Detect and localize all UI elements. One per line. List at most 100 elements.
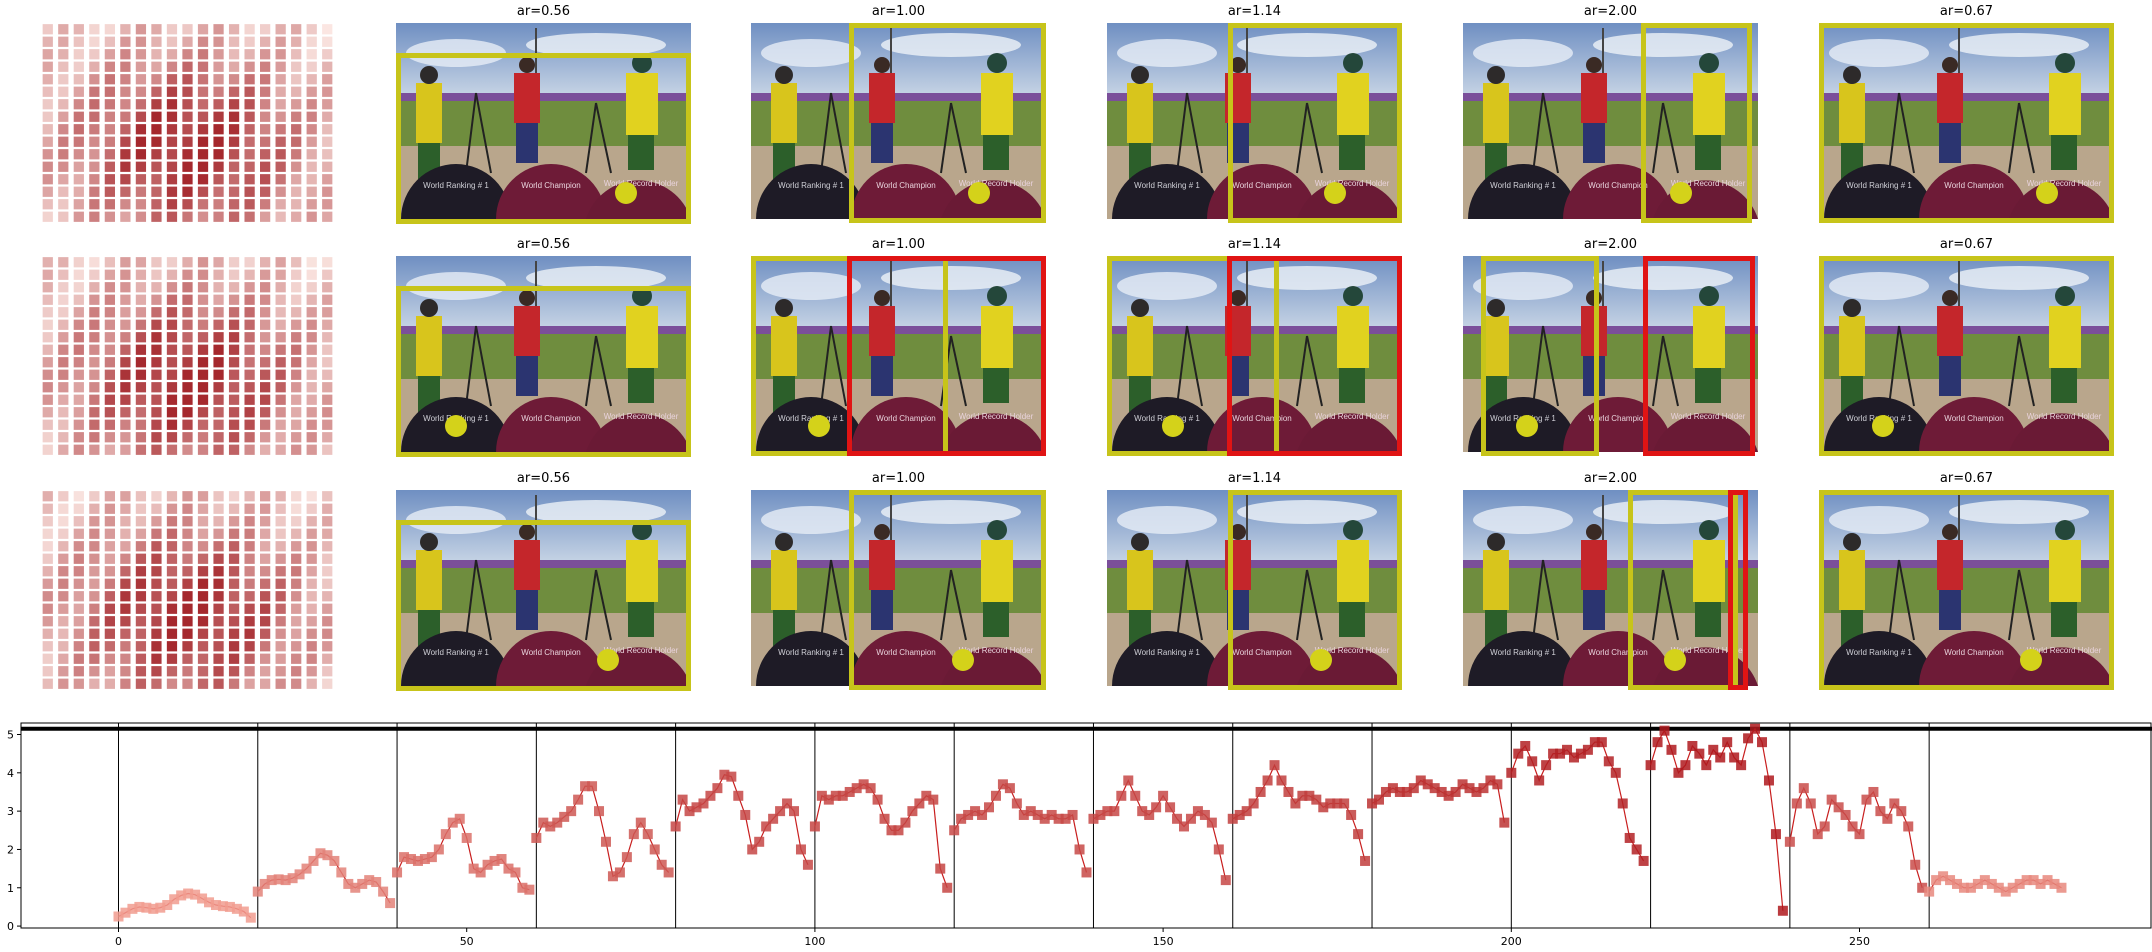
data-point xyxy=(1011,798,1022,809)
heatmap-cell xyxy=(166,211,178,222)
fan-text-champion: World Champion xyxy=(876,181,935,190)
heatmap-cell xyxy=(306,641,317,652)
heatmap-cell xyxy=(244,407,255,418)
crop-box-candidate xyxy=(849,490,1046,690)
data-point xyxy=(1067,809,1078,820)
heatmap-cell xyxy=(135,653,147,664)
data-point xyxy=(1018,809,1029,820)
heatmap-cell xyxy=(42,269,53,280)
heatmap-cell xyxy=(120,174,131,185)
heatmap-cell xyxy=(322,678,333,689)
data-point xyxy=(1130,790,1141,801)
data-point xyxy=(475,867,486,878)
heatmap-cell xyxy=(135,124,147,135)
heatmap-cell xyxy=(42,149,53,160)
heatmap-cell xyxy=(244,307,255,318)
heatmap-cell xyxy=(42,419,53,430)
panel-title: ar=0.67 xyxy=(1939,4,1994,19)
heatmap-cell xyxy=(244,578,255,589)
heatmap-cell xyxy=(58,74,69,85)
data-point xyxy=(1394,786,1405,797)
data-point xyxy=(1311,794,1322,805)
heatmap-cell xyxy=(120,61,131,72)
heatmap-cell xyxy=(182,269,193,280)
fan-text-champion: World Champion xyxy=(521,648,580,657)
data-point xyxy=(1993,882,2004,893)
data-point xyxy=(176,890,187,901)
heatmap-cell xyxy=(182,394,193,405)
heatmap-cell xyxy=(275,678,286,689)
heatmap-cell xyxy=(58,307,69,318)
heatmap-cell xyxy=(306,628,317,639)
fan-text-champion: World Champion xyxy=(1232,648,1291,657)
heatmap-cell xyxy=(228,528,240,539)
heatmap-cell xyxy=(58,49,69,60)
gaze-point xyxy=(1310,649,1332,671)
data-point xyxy=(747,844,758,855)
heatmap-cell xyxy=(275,432,286,443)
heatmap-cell xyxy=(275,616,286,627)
heatmap-cell xyxy=(228,24,240,35)
data-point xyxy=(1151,802,1162,813)
heatmap-cell xyxy=(228,307,240,318)
heatmap-cell xyxy=(260,307,271,318)
heatmap-cell xyxy=(120,36,131,47)
heatmap-cell xyxy=(213,74,224,85)
heatmap-cell xyxy=(166,591,178,602)
archery-photo: World Ranking # 1 World Champion World R… xyxy=(396,256,691,452)
data-point xyxy=(371,877,382,888)
heatmap-cell xyxy=(151,528,162,539)
heatmap-cell xyxy=(120,99,131,110)
data-point xyxy=(1687,740,1698,751)
heatmap-cell xyxy=(42,282,53,293)
heatmap-cell xyxy=(182,174,193,185)
fan-text-champion: World Champion xyxy=(1588,648,1647,657)
heatmap-cell xyxy=(244,382,255,393)
data-point xyxy=(872,794,883,805)
y-tick-label: 5 xyxy=(7,728,14,741)
heatmap-cell xyxy=(182,86,193,97)
heatmap-cell xyxy=(213,407,224,418)
fan-text-champion: World Champion xyxy=(521,414,580,423)
data-point xyxy=(607,871,618,882)
data-point xyxy=(768,813,779,824)
heatmap-cell xyxy=(151,319,162,330)
heatmap-cell xyxy=(260,294,271,305)
heatmap-cell xyxy=(151,49,162,60)
heatmap-cell xyxy=(228,357,240,368)
panel-title: ar=0.67 xyxy=(1939,471,1994,486)
heatmap-cell xyxy=(197,528,209,539)
heatmap-cell xyxy=(104,394,115,405)
heatmap-cell xyxy=(89,24,100,35)
heatmap-cell xyxy=(42,503,53,514)
data-point xyxy=(503,863,514,874)
heatmap-cell xyxy=(244,257,255,268)
heatmap-cell xyxy=(120,407,131,418)
heatmap-cell xyxy=(244,528,255,539)
fan-text-ranking: World Ranking # 1 xyxy=(423,648,489,657)
data-point xyxy=(997,779,1008,790)
heatmap-cell xyxy=(228,319,240,330)
heatmap-cell xyxy=(306,161,317,172)
data-point xyxy=(907,806,918,817)
heatmap-cell xyxy=(291,174,302,185)
heatmap-cell xyxy=(104,36,115,47)
heatmap-cell xyxy=(166,74,178,85)
data-point xyxy=(1680,760,1691,771)
heatmap-cell xyxy=(197,199,209,210)
heatmap-cell xyxy=(260,628,271,639)
data-point xyxy=(1798,783,1809,794)
heatmap-cell xyxy=(322,432,333,443)
archery-photo: World Ranking # 1 World Champion World R… xyxy=(1819,490,2114,686)
heatmap-cell xyxy=(73,61,84,72)
data-point xyxy=(1339,798,1350,809)
heatmap-cell xyxy=(275,444,286,455)
heatmap-cell xyxy=(306,269,317,280)
data-point xyxy=(2000,886,2011,897)
heatmap-cell xyxy=(89,149,100,160)
heatmap-cell xyxy=(213,566,224,577)
data-point xyxy=(1931,875,1942,886)
heatmap-cell xyxy=(197,394,209,405)
heatmap-cell xyxy=(166,174,178,185)
heatmap-cell xyxy=(213,369,224,380)
